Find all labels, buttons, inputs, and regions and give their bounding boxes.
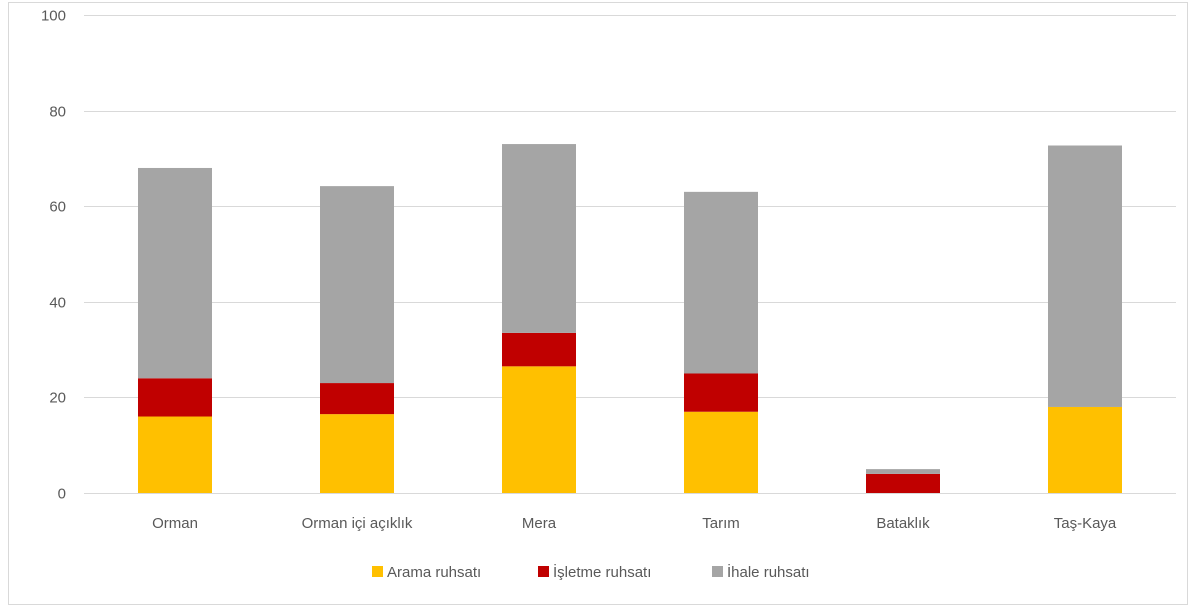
legend-label: İşletme ruhsatı [553,563,651,581]
legend-swatch [712,566,723,577]
bar-segment [138,416,212,493]
y-tick-label: 40 [49,295,66,312]
x-tick-label: Bataklık [876,515,930,532]
bar-segment [502,144,576,333]
legend-entry: İhale ruhsatı [712,563,810,581]
legend-label: Arama ruhsatı [387,564,481,581]
bar-segment [320,186,394,384]
y-tick-label: 80 [49,104,66,121]
legend: Arama ruhsatı İşletme ruhsatı İhale ruhsat… [372,563,810,581]
y-tick-label: 20 [49,390,66,407]
bar-segment [502,366,576,493]
bar-segment [320,414,394,493]
x-tick-label: Mera [522,515,557,532]
bar-segment [502,332,576,367]
legend-entry: Arama ruhsatı [372,564,481,581]
x-tick-label: Orman [152,515,198,532]
x-tick-label: Taş-Kaya [1054,515,1117,532]
bar-segment [684,373,758,412]
bar-segment [1048,406,1122,493]
bar-segment [866,473,940,493]
bar-segment [320,383,394,415]
y-tick-label: 0 [58,486,66,503]
legend-label: İhale ruhsatı [727,563,810,581]
legend-swatch [538,566,549,577]
bar-segment [866,469,940,474]
x-tick-label: Orman içi açıklık [302,515,413,532]
y-tick-label: 60 [49,199,66,216]
y-tick-label: 100 [41,8,66,25]
bar-segment [684,411,758,493]
bar-segment [138,167,212,379]
bar-segment [1048,145,1122,407]
bar-segment [138,378,212,417]
y-axis-ticks: 0 20 40 60 80 100 [41,8,66,503]
bars [138,144,1122,493]
bar-segment [684,191,758,374]
gridlines [84,15,1176,494]
x-tick-label: Tarım [702,515,740,532]
legend-swatch [372,566,383,577]
x-axis-ticks: Orman Orman içi açıklık Mera Tarım Bataklık T… [152,515,1117,532]
legend-entry: İşletme ruhsatı [538,563,651,581]
